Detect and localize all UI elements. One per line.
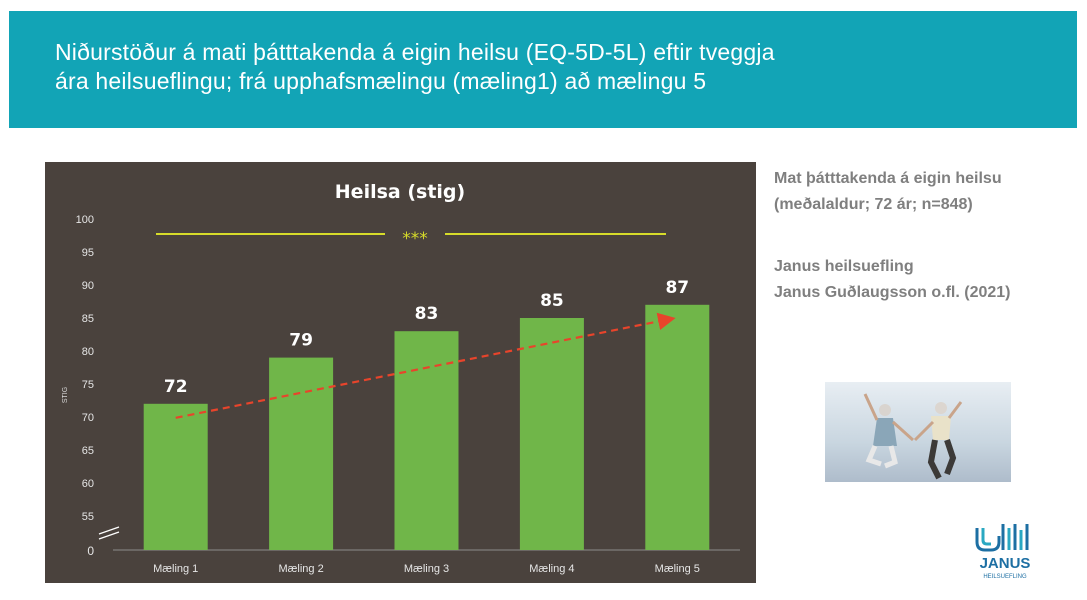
bar-4 — [519, 318, 584, 550]
source-credit-line-1: Janus heilsuefling — [774, 258, 914, 275]
trend-arrow — [175, 312, 676, 419]
y-tick-label: 90 — [82, 280, 94, 292]
x-tick-label: Mæling 3 — [404, 563, 449, 575]
y-tick-label: 100 — [76, 214, 94, 226]
x-tick-label: Mæling 1 — [153, 563, 198, 575]
jumping-seniors-photo — [825, 382, 1011, 482]
study-description-line-2: (meðalaldur; 72 ár; n=848) — [774, 196, 973, 213]
x-tick-label: Mæling 2 — [278, 563, 323, 575]
y-tick-label: 70 — [82, 412, 94, 424]
health-chart: Heilsa (stig) STIG 0 55 60 65 70 75 80 85 90 95 100 7… — [45, 162, 756, 583]
y-axis-label: STIG — [62, 387, 69, 403]
slide-title: Niðurstöður á mati þátttakenda á eigin h… — [55, 38, 1045, 96]
data-label: 72 — [164, 377, 188, 397]
y-tick-label: 85 — [82, 313, 94, 325]
janus-logo: JANUS HEILSUEFLING — [973, 520, 1037, 582]
slide-title-line-2: ára heilsueflingu; frá upphafsmælingu (m… — [55, 68, 707, 94]
study-description-line-1: Mat þátttakenda á eigin heilsu — [774, 170, 1002, 187]
x-tick-label: Mæling 4 — [529, 563, 574, 575]
slide-title-line-1: Niðurstöður á mati þátttakenda á eigin h… — [55, 39, 775, 65]
data-label: 79 — [289, 331, 313, 351]
y-tick-label: 80 — [82, 346, 94, 358]
chart-title: Heilsa (stig) — [335, 181, 465, 203]
data-label: 83 — [415, 304, 439, 324]
significance-stars: *** — [402, 229, 428, 249]
y-tick-label: 75 — [82, 379, 94, 391]
bar-5 — [645, 304, 710, 550]
axis-break-mark — [98, 531, 120, 540]
x-tick-label: Mæling 5 — [655, 563, 700, 575]
study-description: Mat þátttakenda á eigin heilsu (meðalald… — [774, 166, 1002, 218]
axis-break-mark — [98, 526, 120, 535]
svg-text:HEILSUEFLING: HEILSUEFLING — [983, 574, 1027, 580]
title-banner: Niðurstöður á mati þátttakenda á eigin h… — [9, 11, 1077, 128]
data-label: 87 — [665, 278, 689, 298]
chart-canvas: Heilsa (stig) STIG 0 55 60 65 70 75 80 85 90 95 100 7… — [62, 181, 740, 575]
bar-1 — [143, 403, 208, 550]
y-tick-label: 65 — [82, 445, 94, 457]
y-tick-label: 0 — [87, 544, 94, 558]
source-credit: Janus heilsuefling Janus Guðlaugsson o.f… — [774, 254, 1011, 306]
bar-2 — [269, 357, 334, 550]
source-credit-line-2: Janus Guðlaugsson o.fl. (2021) — [774, 284, 1011, 301]
y-tick-label: 55 — [82, 511, 94, 523]
data-label: 85 — [540, 291, 564, 311]
y-tick-label: 95 — [82, 247, 94, 259]
y-tick-label: 60 — [82, 478, 94, 490]
svg-text:JANUS: JANUS — [980, 555, 1031, 572]
